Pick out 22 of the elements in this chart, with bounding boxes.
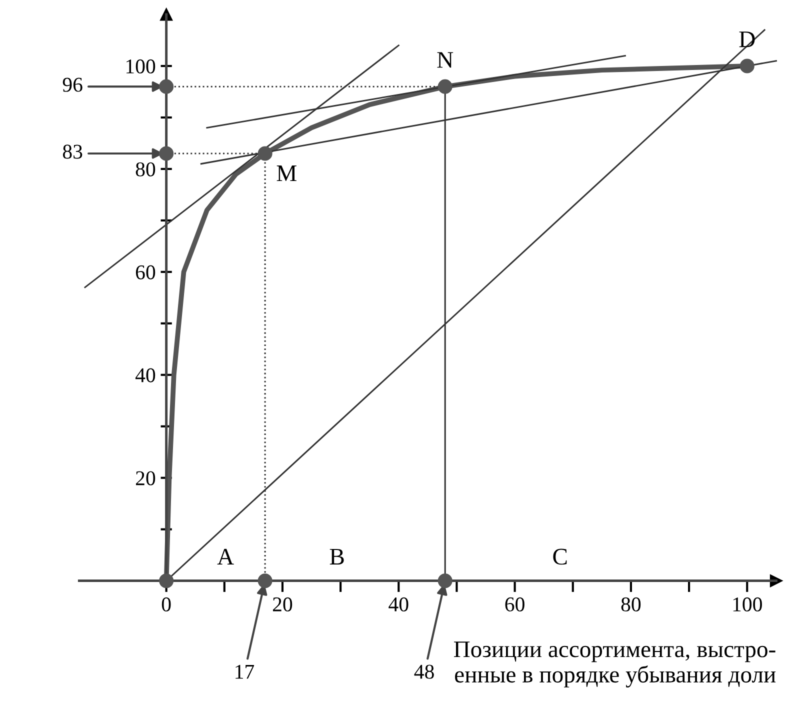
annotation: N	[437, 52, 454, 68]
y-tick-label: 60	[136, 265, 156, 280]
y-tick-label: 20	[136, 471, 156, 486]
annotation: D	[739, 32, 755, 48]
annotation: 48	[414, 664, 434, 679]
y-tick-label: 40	[135, 368, 156, 382]
x-tick-label: 60	[505, 597, 524, 612]
annotation: 96	[62, 78, 82, 92]
annotation: 17	[236, 664, 254, 679]
annotation: M	[276, 166, 296, 182]
x-tick-label: 40	[388, 597, 408, 612]
annotation: C	[553, 548, 567, 565]
x-tick-label: 0	[162, 597, 171, 612]
x-axis-title: Позиции ассортимента, выстро- енные в порядке убывания доли	[454, 642, 776, 688]
x-tick-label: 20	[272, 597, 292, 612]
x-tick-label: 80	[621, 597, 641, 612]
annotation: B	[330, 548, 344, 565]
annotation: 83	[62, 144, 82, 159]
x-tick-label: 100	[733, 597, 762, 612]
annotation: A	[217, 548, 234, 564]
y-tick-label: 100	[126, 59, 156, 74]
y-tick-label: 80	[136, 162, 156, 176]
